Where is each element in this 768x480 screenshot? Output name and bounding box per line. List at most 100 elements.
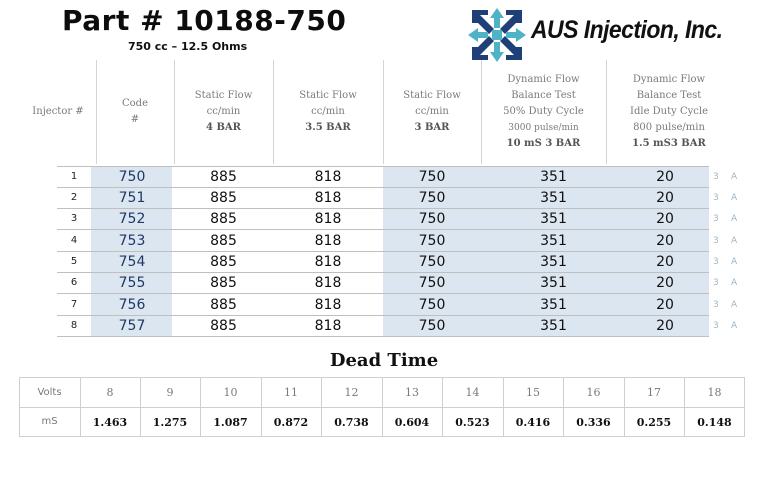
- row-divider: [57, 166, 709, 167]
- static-3bar-cell: 750: [418, 297, 446, 313]
- header-line: 50% Duty Cycle: [503, 106, 584, 117]
- dead-time-col-divider: [624, 377, 625, 437]
- volts-cell: 10: [223, 386, 238, 399]
- header-separator: [481, 60, 482, 164]
- dead-time-col-divider: [382, 377, 383, 437]
- row-mark: 3: [713, 172, 719, 182]
- row-index: 3: [70, 213, 78, 224]
- dead-time-title: Dead Time: [329, 350, 439, 371]
- static-3bar-cell: 750: [418, 275, 446, 291]
- dynamic-50-cell: 351: [540, 169, 567, 185]
- dynamic-50-cell: 351: [540, 254, 567, 270]
- static-3bar-cell: 750: [418, 233, 446, 249]
- ms-cell: 1.275: [152, 416, 188, 429]
- code-cell: 751: [118, 190, 146, 206]
- company-logo-text: AUS Injection, Inc.: [531, 16, 723, 44]
- code-cell: 757: [118, 318, 146, 334]
- static-4bar-cell: 885: [210, 318, 237, 334]
- header-line: 3.5 BAR: [305, 122, 351, 133]
- dynamic-idle-cell: 20: [656, 254, 674, 270]
- static-3bar-cell: 750: [418, 169, 446, 185]
- row-divider: [57, 251, 709, 252]
- volts-cell: 11: [284, 386, 298, 399]
- table-row: 6 755 885 818 750 351 20 3 A: [57, 272, 737, 293]
- header-line: cc/min: [206, 106, 241, 117]
- row-divider: [57, 208, 709, 209]
- table-row: 5 754 885 818 750 351 20 3 A: [57, 251, 737, 272]
- ms-cell: 0.523: [455, 416, 490, 429]
- row-mark: A: [731, 278, 738, 288]
- table-row: 8 757 885 818 750 351 20 3 A: [57, 315, 737, 336]
- ms-cell: 0.872: [273, 416, 309, 429]
- code-cell: 752: [118, 211, 146, 227]
- static-3bar-cell: 750: [418, 318, 446, 334]
- header-separator: [606, 60, 607, 164]
- header-line: Static Flow: [194, 90, 253, 101]
- part-number-title: Part # 10188-750: [62, 4, 347, 37]
- header-separator: [383, 60, 384, 164]
- dynamic-50-cell: 351: [540, 211, 567, 227]
- ms-cell: 0.604: [394, 416, 430, 429]
- volts-cell: 8: [106, 386, 114, 399]
- dead-time-col-divider: [684, 377, 685, 437]
- header-line: Balance Test: [636, 90, 702, 101]
- dynamic-idle-cell: 20: [656, 169, 674, 185]
- row-mark: A: [731, 172, 738, 182]
- header-code-line2: #: [130, 114, 140, 125]
- header-separator: [174, 60, 175, 164]
- row-index: 7: [70, 299, 78, 310]
- row-mark: 3: [713, 236, 719, 246]
- balance-columns-shade: [383, 167, 709, 337]
- code-cell: 755: [118, 275, 146, 291]
- code-cell: 756: [118, 297, 146, 313]
- volts-cell: 15: [526, 386, 540, 399]
- dynamic-50-cell: 351: [540, 275, 567, 291]
- dead-time-col-divider: [200, 377, 201, 437]
- part-subtitle: 750 cc – 12.5 Ohms: [128, 40, 248, 53]
- static-35bar-cell: 818: [314, 254, 342, 270]
- header-separator: [96, 60, 97, 164]
- dynamic-idle-cell: 20: [656, 297, 674, 313]
- table-row: 2 751 885 818 750 351 20 3 A: [57, 187, 737, 208]
- static-4bar-cell: 885: [210, 254, 237, 270]
- volts-cell: 9: [166, 386, 174, 399]
- header-line: Idle Duty Cycle: [630, 106, 708, 117]
- row-index: 2: [70, 192, 78, 203]
- dead-time-col-divider: [321, 377, 322, 437]
- ms-label: mS: [41, 416, 58, 427]
- static-35bar-cell: 818: [314, 297, 342, 313]
- row-index: 4: [70, 235, 78, 246]
- table-row: 4 753 885 818 750 351 20 3 A: [57, 230, 737, 251]
- row-divider: [57, 315, 709, 316]
- dynamic-idle-cell: 20: [656, 211, 674, 227]
- static-35bar-cell: 818: [314, 169, 342, 185]
- static-35bar-cell: 818: [314, 318, 342, 334]
- header-dynamic-50: Dynamic Flow Balance Test 50% Duty Cycle…: [481, 60, 606, 164]
- header-line: 4 BAR: [206, 122, 241, 133]
- row-divider: [57, 336, 709, 337]
- dynamic-50-cell: 351: [540, 233, 567, 249]
- header-line: 3 BAR: [414, 122, 450, 133]
- ms-cell: 0.255: [636, 416, 672, 429]
- static-35bar-cell: 818: [314, 211, 342, 227]
- row-mark: 3: [713, 257, 719, 267]
- row-mark: 3: [713, 193, 719, 203]
- static-35bar-cell: 818: [314, 233, 342, 249]
- dynamic-50-cell: 351: [540, 297, 567, 313]
- row-divider: [57, 229, 709, 230]
- ms-cell: 0.336: [576, 416, 611, 429]
- code-cell: 754: [118, 254, 146, 270]
- volts-cell: 16: [586, 386, 601, 399]
- row-mark: 3: [713, 300, 719, 310]
- row-index: 8: [70, 320, 78, 331]
- header-line: 800 pulse/min: [633, 122, 705, 133]
- dynamic-idle-cell: 20: [656, 275, 674, 291]
- header-line: Static Flow: [403, 90, 461, 101]
- row-index: 1: [70, 171, 78, 182]
- header-line: cc/min: [311, 106, 345, 117]
- header-line: 1.5 mS3 BAR: [632, 138, 706, 149]
- static-3bar-cell: 750: [418, 190, 446, 206]
- static-4bar-cell: 885: [210, 233, 237, 249]
- dynamic-idle-cell: 20: [656, 190, 674, 206]
- code-cell: 753: [118, 233, 146, 249]
